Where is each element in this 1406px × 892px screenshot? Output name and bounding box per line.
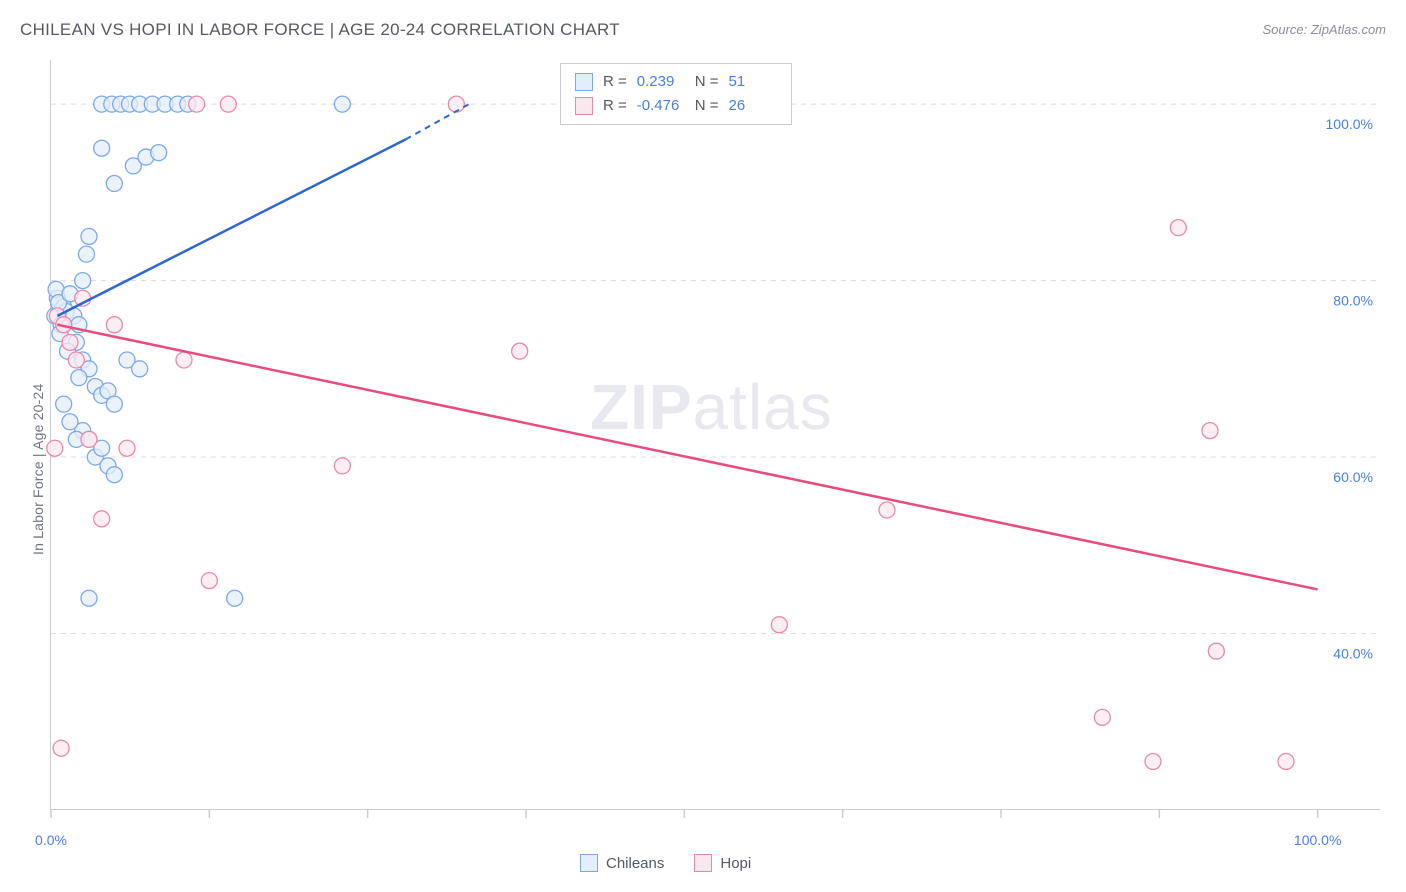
- stats-n-value: 51: [729, 70, 777, 94]
- stats-r-label: R =: [603, 70, 627, 94]
- legend-item: Chileans: [580, 854, 664, 872]
- chart-container: CHILEAN VS HOPI IN LABOR FORCE | AGE 20-…: [0, 0, 1406, 892]
- stats-n-label: N =: [695, 94, 719, 118]
- plot-svg: 40.0%60.0%80.0%100.0%0.0%100.0%: [51, 60, 1380, 809]
- stats-r-value: 0.239: [637, 70, 685, 94]
- legend-label: Hopi: [720, 855, 751, 872]
- series-swatch: [575, 97, 593, 115]
- y-axis-label: In Labor Force | Age 20-24: [30, 384, 46, 556]
- svg-text:40.0%: 40.0%: [1333, 646, 1373, 662]
- stats-n-value: 26: [729, 94, 777, 118]
- source-label: Source: ZipAtlas.com: [1262, 22, 1386, 37]
- svg-text:80.0%: 80.0%: [1333, 293, 1373, 309]
- svg-text:100.0%: 100.0%: [1326, 116, 1373, 132]
- plot-area: 40.0%60.0%80.0%100.0%0.0%100.0%: [50, 60, 1380, 810]
- stats-row: R = 0.239 N = 51: [575, 70, 777, 94]
- series-legend: Chileans Hopi: [580, 854, 751, 872]
- svg-text:60.0%: 60.0%: [1333, 469, 1373, 485]
- legend-label: Chileans: [606, 855, 664, 872]
- legend-swatch: [694, 854, 712, 872]
- series-swatch: [575, 73, 593, 91]
- svg-text:0.0%: 0.0%: [35, 832, 67, 848]
- stats-r-value: -0.476: [637, 94, 685, 118]
- svg-text:100.0%: 100.0%: [1294, 832, 1341, 848]
- stats-n-label: N =: [695, 70, 719, 94]
- stats-r-label: R =: [603, 94, 627, 118]
- legend-item: Hopi: [694, 854, 751, 872]
- legend-swatch: [580, 854, 598, 872]
- stats-legend-box: R = 0.239 N = 51 R = -0.476 N = 26: [560, 63, 792, 125]
- chart-title: CHILEAN VS HOPI IN LABOR FORCE | AGE 20-…: [20, 20, 620, 40]
- stats-row: R = -0.476 N = 26: [575, 94, 777, 118]
